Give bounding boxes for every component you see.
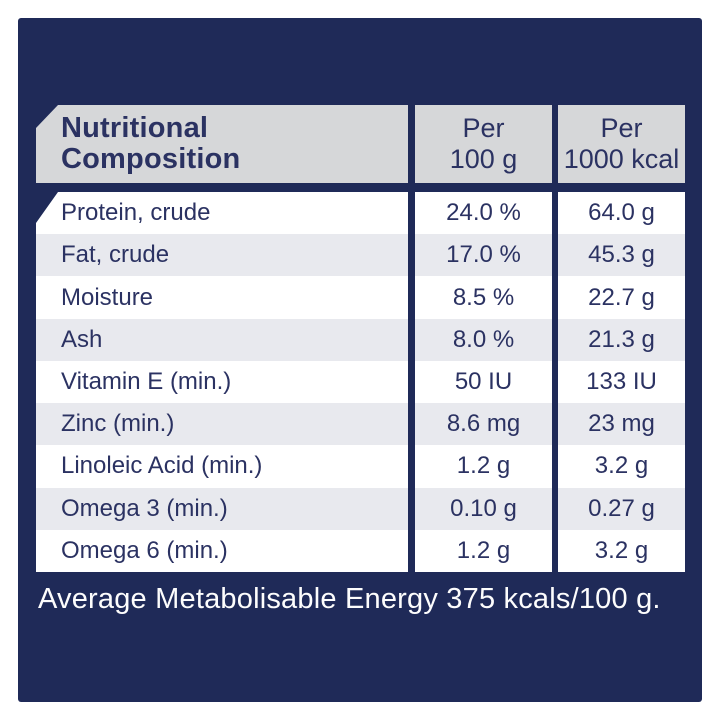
row-per-100g: 8.0 %	[415, 318, 552, 361]
column-separator	[408, 276, 415, 319]
table-row-omega-6: Omega 6 (min.) 1.2 g 3.2 g	[36, 529, 685, 572]
row-label: Ash	[36, 318, 408, 361]
row-per-100g: 17.0 %	[415, 234, 552, 277]
row-per-100g: 50 IU	[415, 360, 552, 404]
row-label: Omega 3 (min.)	[36, 487, 408, 530]
table-row-zinc: Zinc (min.) 8.6 mg 23 mg	[36, 403, 685, 446]
row-label: Protein, crude	[36, 192, 408, 235]
row-label: Omega 6 (min.)	[36, 529, 408, 572]
row-label: Zinc (min.)	[36, 403, 408, 446]
column-separator	[408, 529, 415, 572]
row-label: Fat, crude	[36, 234, 408, 277]
row-per-1000kcal: 22.7 g	[558, 276, 685, 319]
table-body: Protein, crude 24.0 % 64.0 g Fat, crude …	[36, 192, 685, 572]
column-separator	[408, 403, 415, 446]
table-row-fat: Fat, crude 17.0 % 45.3 g	[36, 234, 685, 277]
column-separator	[408, 105, 415, 183]
row-per-1000kcal: 45.3 g	[558, 234, 685, 277]
column-separator	[552, 403, 558, 446]
per-1000kcal-line2: 1000 kcal	[563, 144, 680, 174]
header-title-line2: Composition	[61, 143, 241, 175]
row-per-100g: 8.6 mg	[415, 403, 552, 446]
row-label: Linoleic Acid (min.)	[36, 445, 408, 488]
column-separator	[408, 445, 415, 488]
table-row-omega-3: Omega 3 (min.) 0.10 g 0.27 g	[36, 487, 685, 530]
table-row-vitamin-e: Vitamin E (min.) 50 IU 133 IU	[36, 360, 685, 404]
row-per-1000kcal: 3.2 g	[558, 445, 685, 488]
column-separator	[552, 360, 558, 404]
header-per-100g-cell: Per 100 g	[415, 105, 552, 183]
metabolisable-energy-note: Average Metabolisable Energy 375 kcals/1…	[38, 583, 661, 615]
header-per-1000kcal-cell: Per 1000 kcal	[558, 105, 685, 183]
row-per-100g: 1.2 g	[415, 529, 552, 572]
column-separator	[408, 360, 415, 404]
column-separator	[408, 234, 415, 277]
per-100g-line2: 100 g	[449, 144, 518, 174]
column-separator	[552, 318, 558, 361]
nutrition-table: Nutritional Composition Per 100 g Per 10…	[36, 105, 685, 572]
column-separator	[408, 487, 415, 530]
column-separator	[552, 192, 558, 235]
column-separator	[552, 445, 558, 488]
table-row-linoleic-acid: Linoleic Acid (min.) 1.2 g 3.2 g	[36, 445, 685, 488]
row-per-1000kcal: 64.0 g	[558, 192, 685, 235]
column-separator	[552, 529, 558, 572]
table-row-moisture: Moisture 8.5 % 22.7 g	[36, 276, 685, 319]
header-title-line1: Nutritional	[61, 112, 209, 144]
header-title-cell: Nutritional Composition	[36, 105, 408, 183]
per-100g-line1: Per	[462, 113, 505, 143]
row-per-1000kcal: 0.27 g	[558, 487, 685, 530]
row-per-100g: 8.5 %	[415, 276, 552, 319]
table-row-protein: Protein, crude 24.0 % 64.0 g	[36, 192, 685, 235]
table-row-ash: Ash 8.0 % 21.3 g	[36, 318, 685, 361]
column-separator	[552, 487, 558, 530]
row-per-100g: 0.10 g	[415, 487, 552, 530]
column-separator	[408, 192, 415, 235]
row-per-100g: 1.2 g	[415, 445, 552, 488]
row-per-1000kcal: 23 mg	[558, 403, 685, 446]
row-per-1000kcal: 21.3 g	[558, 318, 685, 361]
row-per-100g: 24.0 %	[415, 192, 552, 235]
row-per-1000kcal: 133 IU	[558, 360, 685, 404]
column-separator	[552, 105, 558, 183]
column-separator	[408, 318, 415, 361]
row-label: Vitamin E (min.)	[36, 360, 408, 404]
row-per-1000kcal: 3.2 g	[558, 529, 685, 572]
column-separator	[552, 276, 558, 319]
per-1000kcal-line1: Per	[600, 113, 643, 143]
header-body-gap	[36, 183, 685, 192]
row-label: Moisture	[36, 276, 408, 319]
nutrition-panel: Nutritional Composition Per 100 g Per 10…	[18, 18, 702, 702]
table-header-row: Nutritional Composition Per 100 g Per 10…	[36, 105, 685, 183]
column-separator	[552, 234, 558, 277]
